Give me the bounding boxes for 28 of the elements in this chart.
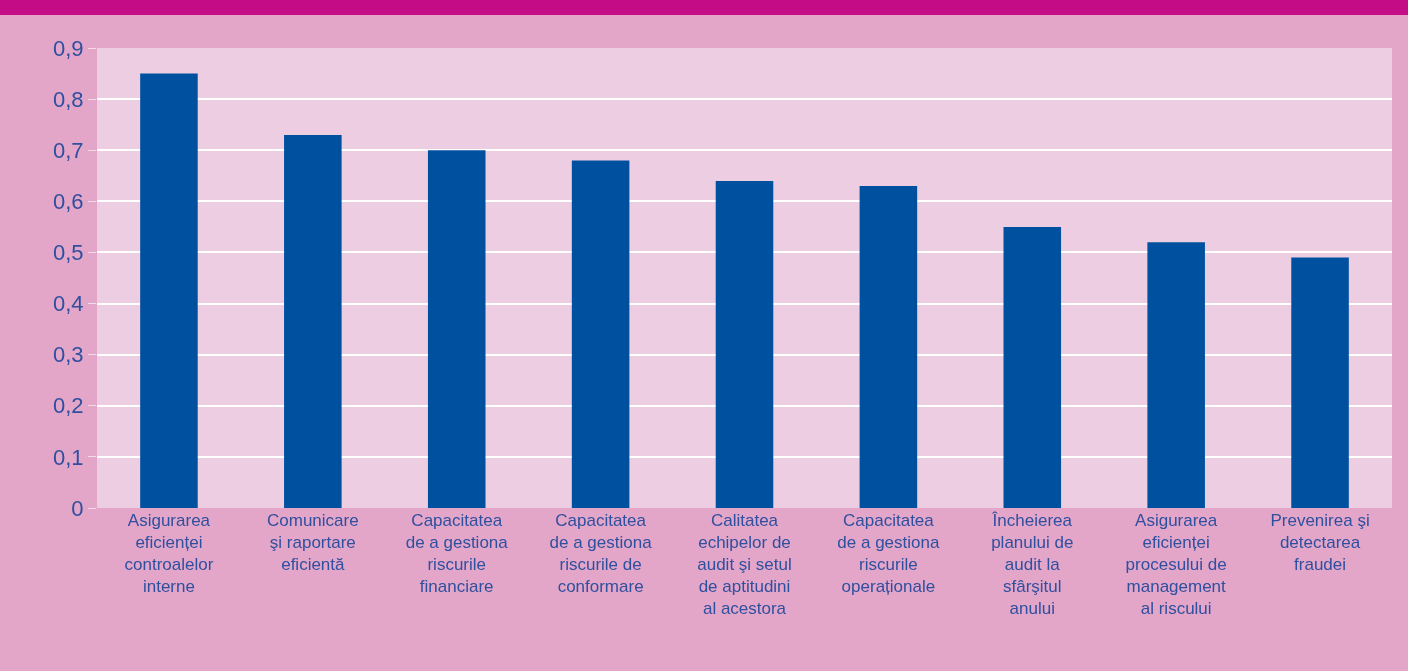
y-tick-label: 0,8 (53, 86, 84, 112)
y-tick-label: 0,6 (53, 189, 84, 215)
x-tick-label: Capacitatea de a gestiona riscurile de conformare (549, 511, 653, 597)
bar (571, 160, 630, 508)
y-tick-label: 0,1 (53, 444, 84, 470)
x-tick-label: Capacitatea de a gestiona riscurile financiare (405, 511, 509, 597)
x-tick-label: Încheierea planului de audit la sfârşitul anului (991, 511, 1074, 619)
x-tick-label: Capacitatea de a gestiona riscurile operaționale (837, 511, 940, 597)
y-tick-label: 0,5 (53, 240, 84, 266)
y-tick-label: 0,3 (53, 342, 84, 368)
bar (715, 180, 774, 508)
y-tick-label: 0 (71, 495, 84, 521)
bar (284, 134, 342, 508)
bar (1003, 226, 1062, 508)
y-tick-label: 0,9 (53, 35, 84, 61)
bar (427, 150, 486, 508)
x-tick-label: Asigurarea eficienței controalelor interne (124, 511, 214, 597)
x-tick-label: Asigurarea eficienței procesului de management al riscului (1125, 511, 1227, 619)
x-tick-label: Prevenirea şi detectarea fraudei (1270, 511, 1370, 575)
y-tick-label: 0,7 (53, 137, 84, 163)
bar (1147, 242, 1205, 508)
bar (140, 73, 198, 508)
x-tick-label: Calitatea echipelor de audit şi setul de aptitudini al acestora (697, 511, 792, 619)
bar (1291, 257, 1349, 508)
y-tick-label: 0,2 (53, 393, 84, 419)
x-tick-label: Comunicare şi raportare eficientă (267, 511, 359, 575)
bar (859, 186, 918, 508)
y-tick-label: 0,4 (53, 291, 84, 317)
